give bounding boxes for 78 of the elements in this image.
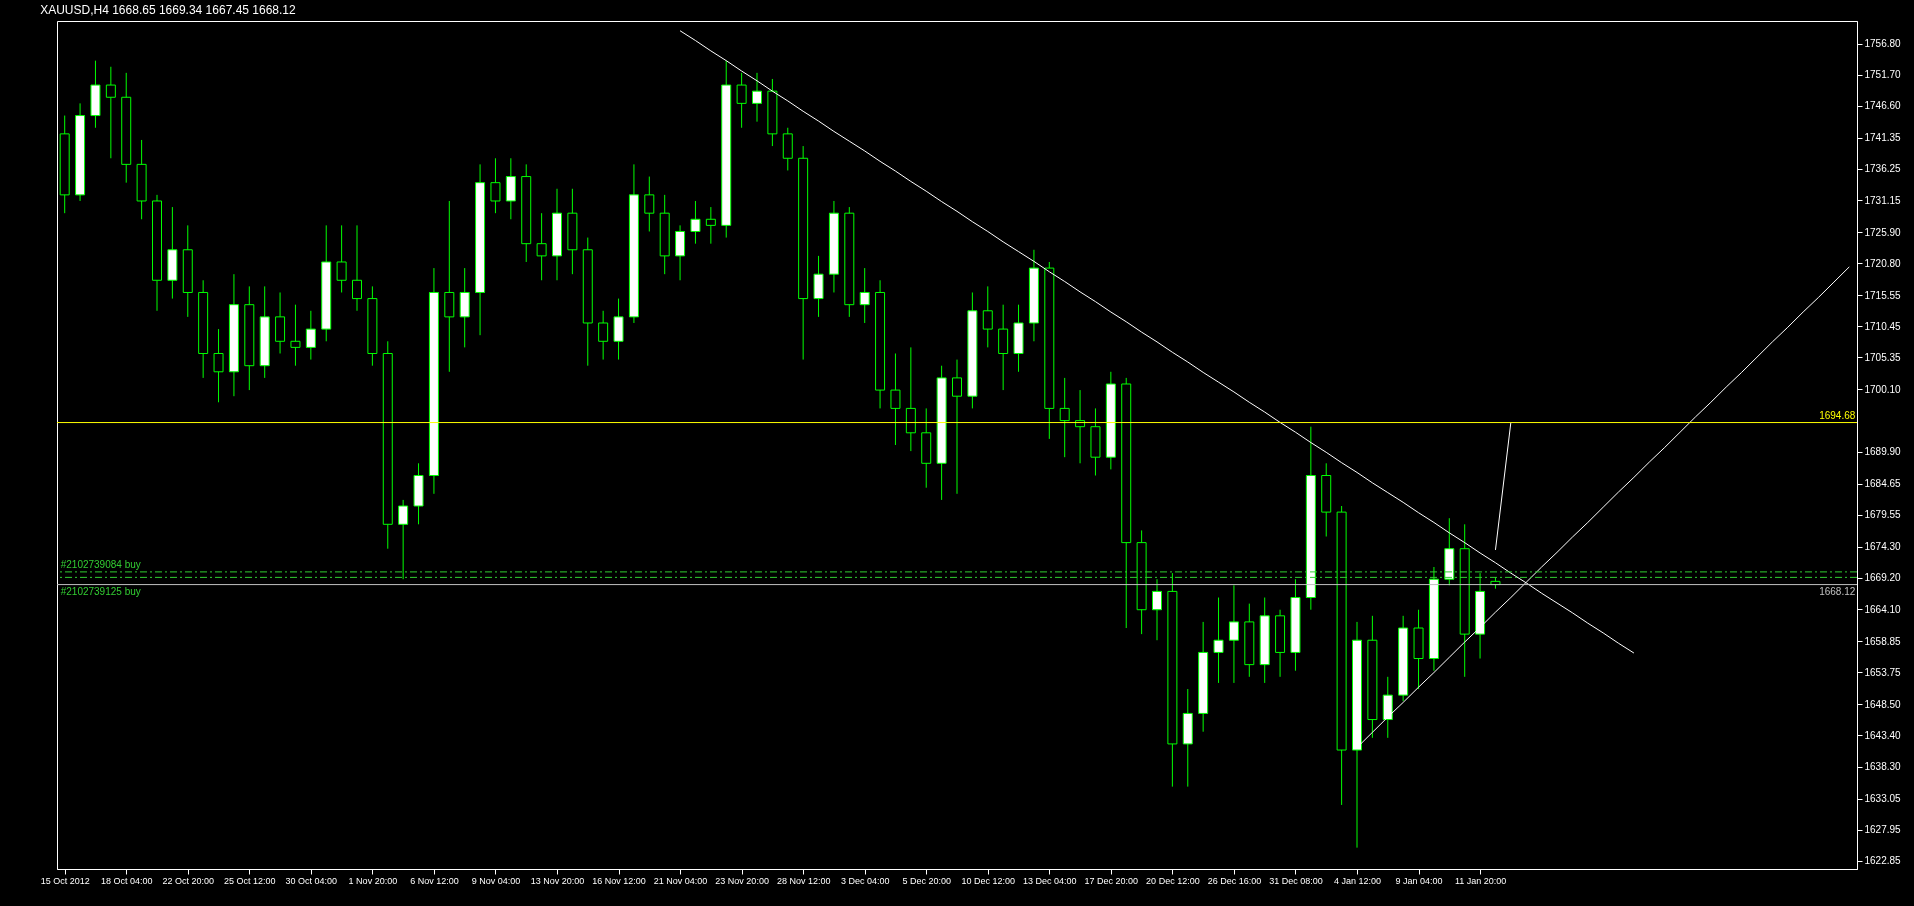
y-tick-label: 1705.35 xyxy=(1864,351,1902,363)
x-tick-label: 23 Nov 20:00 xyxy=(715,875,769,886)
y-tick-label: 1633.05 xyxy=(1864,793,1902,805)
x-tick-label: 1 Nov 20:00 xyxy=(348,875,398,886)
x-tick-label: 21 Nov 04:00 xyxy=(653,875,708,886)
y-tick-label: 1622.85 xyxy=(1864,855,1902,867)
candlestick xyxy=(105,66,116,159)
candlestick xyxy=(952,359,962,495)
x-tick-label: 25 Oct 12:00 xyxy=(224,875,276,886)
x-tick-label: 3 Dec 04:00 xyxy=(840,875,890,886)
candlestick xyxy=(736,72,747,129)
x-tick-label: 18 Oct 04:00 xyxy=(100,875,153,886)
y-tick-label: 1674.30 xyxy=(1864,541,1902,553)
y-tick-label: 1653.75 xyxy=(1864,666,1902,678)
candlestick xyxy=(305,310,316,361)
x-tick-label: 15 Oct 2012 xyxy=(40,875,90,886)
y-tick-label: 1648.50 xyxy=(1864,698,1902,710)
x-tick-label: 10 Dec 12:00 xyxy=(961,875,1016,886)
y-tick-label: 1751.70 xyxy=(1864,69,1902,81)
candlestick xyxy=(859,267,870,324)
candlestick xyxy=(352,224,362,312)
candlestick xyxy=(644,176,655,232)
x-tick-label: 31 Dec 08:00 xyxy=(1269,875,1323,886)
y-tick-label: 1664.10 xyxy=(1864,603,1902,615)
x-tick-label: 16 Nov 12:00 xyxy=(592,875,646,886)
candlestick xyxy=(1059,377,1070,458)
chart-title: XAUUSD,H4 1668.65 1669.34 1667.45 1668.12 xyxy=(40,3,297,17)
y-tick-label: 1741.35 xyxy=(1864,132,1902,144)
candlestick xyxy=(490,157,501,214)
x-tick-label: 6 Nov 12:00 xyxy=(410,875,459,886)
x-tick-label: 9 Jan 04:00 xyxy=(1395,875,1443,886)
y-tick-label: 1643.40 xyxy=(1864,729,1902,741)
y-tick-label: 1627.95 xyxy=(1864,824,1902,836)
x-tick-label: 9 Nov 04:00 xyxy=(471,875,521,886)
y-tick-label: 1700.10 xyxy=(1864,383,1902,395)
y-tick-label: 1638.30 xyxy=(1864,761,1902,773)
candlestick xyxy=(398,499,409,580)
candlestick xyxy=(752,72,762,123)
candlestick xyxy=(1152,578,1162,641)
y-tick-label: 1658.85 xyxy=(1864,635,1902,647)
y-tick-label: 1756.80 xyxy=(1864,38,1902,50)
candlestick xyxy=(705,206,716,245)
x-tick-label: 17 Dec 20:00 xyxy=(1084,875,1139,886)
candlestick xyxy=(982,285,993,348)
x-tick-label: 4 Jan 12:00 xyxy=(1333,875,1382,886)
x-tick-label: 30 Oct 04:00 xyxy=(285,875,338,886)
y-tick-label: 1731.15 xyxy=(1864,194,1902,206)
y-tick-label: 1689.90 xyxy=(1864,446,1902,458)
candlestick xyxy=(336,224,347,293)
y-tick-label: 1736.25 xyxy=(1864,163,1902,175)
y-tick-label: 1746.60 xyxy=(1864,100,1902,112)
candlestick xyxy=(890,352,901,446)
candlestick xyxy=(213,328,224,403)
x-tick-label: 26 Dec 16:00 xyxy=(1207,875,1262,886)
y-tick-label: 1710.45 xyxy=(1864,320,1902,332)
candlestick xyxy=(536,212,547,281)
y-tick-label: 1725.90 xyxy=(1864,226,1902,238)
candlestick xyxy=(1228,584,1239,684)
x-tick-label: 13 Dec 04:00 xyxy=(1023,875,1077,886)
x-tick-label: 22 Oct 20:00 xyxy=(162,875,215,886)
ref-line-label: 1668.12 xyxy=(1819,585,1856,597)
x-tick-label: 5 Dec 20:00 xyxy=(902,875,951,886)
x-tick-label: 20 Dec 12:00 xyxy=(1146,875,1200,886)
x-tick-label: 13 Nov 20:00 xyxy=(530,875,585,886)
y-tick-label: 1720.80 xyxy=(1864,257,1902,269)
y-tick-label: 1669.20 xyxy=(1864,572,1902,584)
candlestick xyxy=(690,200,701,245)
y-tick-label: 1684.65 xyxy=(1864,478,1902,490)
candlestick xyxy=(598,310,609,361)
ref-line-label: #2102739084 buy xyxy=(60,558,141,570)
ref-line-label: 1694.68 xyxy=(1819,409,1856,421)
y-tick-label: 1715.55 xyxy=(1864,289,1902,301)
candlestick xyxy=(290,304,301,367)
x-tick-label: 11 Jan 20:00 xyxy=(1454,875,1507,886)
y-tick-label: 1679.55 xyxy=(1864,509,1902,521)
candlestick xyxy=(1213,597,1224,684)
x-tick-label: 28 Nov 12:00 xyxy=(776,875,831,886)
ref-line-label: #2102739125 buy xyxy=(60,585,141,597)
